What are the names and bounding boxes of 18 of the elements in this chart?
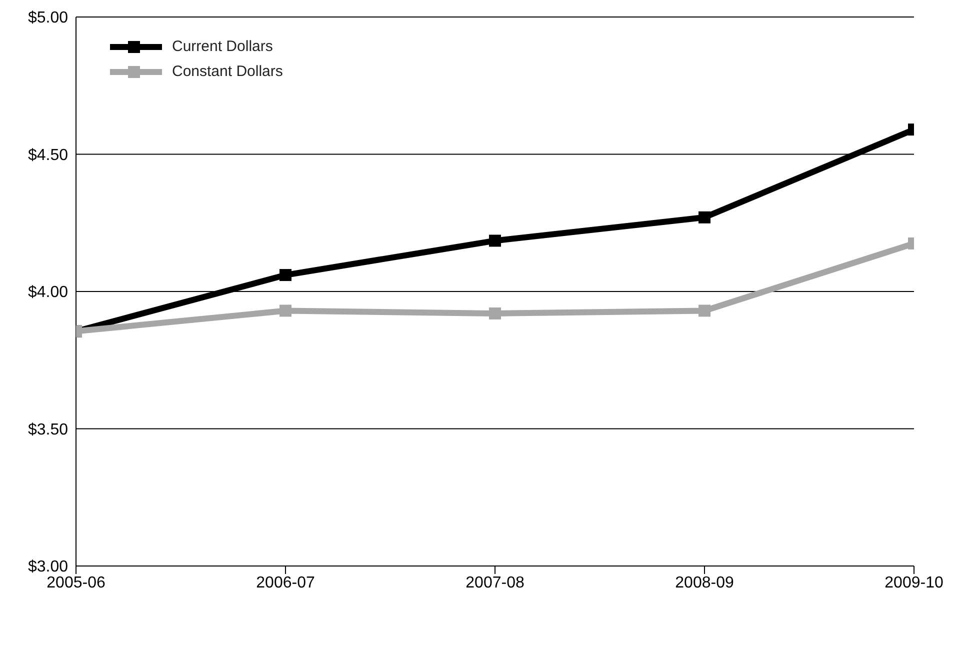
point — [698, 304, 710, 317]
point — [489, 234, 501, 247]
legend-label: Current Dollars — [172, 38, 273, 55]
legend-label: Constant Dollars — [172, 63, 283, 80]
point — [489, 307, 501, 320]
y-tick-label: $4.50 — [28, 146, 68, 164]
y-tick-label: $4.00 — [28, 284, 68, 302]
y-tick-label: $5.00 — [28, 10, 68, 27]
x-tick-label: 2008-09 — [675, 574, 734, 592]
point — [698, 211, 710, 224]
y-tick-label: $3.50 — [28, 421, 68, 438]
point — [280, 304, 292, 317]
x-tick-label: 2007-08 — [466, 574, 524, 592]
x-tick-label: 2005-06 — [46, 574, 106, 592]
y-tick-label: $3.00 — [28, 558, 68, 576]
point — [280, 269, 292, 282]
x-tick-label: 2006-07 — [256, 574, 315, 592]
x-tick-label: 2009-10 — [884, 574, 944, 592]
